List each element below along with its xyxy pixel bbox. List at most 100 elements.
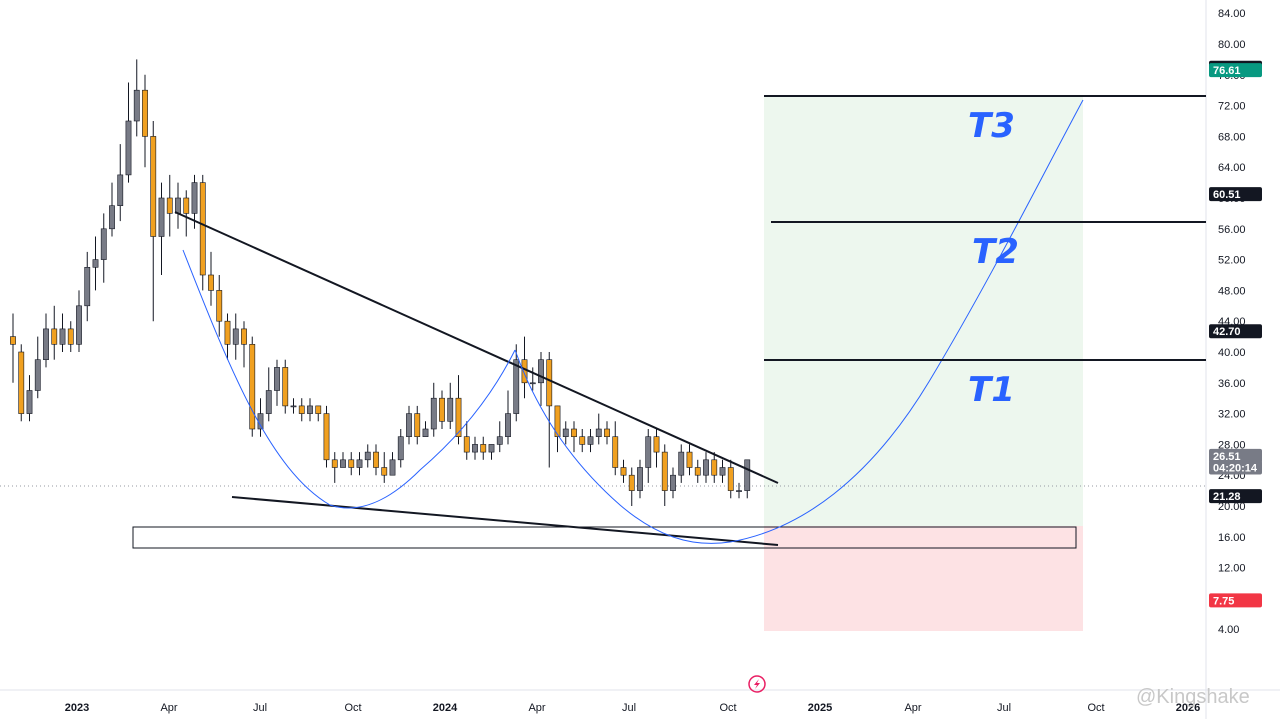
candle: [513, 344, 520, 422]
candle: [216, 275, 223, 337]
candle: [364, 444, 371, 468]
candle-body: [389, 459, 396, 476]
price-axis[interactable]: 88.0084.0080.0076.0072.0068.0064.0060.00…: [1218, 0, 1246, 636]
candle: [117, 144, 124, 222]
candle-body: [364, 451, 371, 461]
candle-body: [546, 359, 553, 407]
candle-body: [661, 451, 668, 491]
candle: [678, 444, 685, 483]
candle-body: [307, 405, 313, 414]
candle: [595, 413, 602, 445]
candle: [571, 421, 577, 453]
candle-body: [26, 390, 33, 414]
candle-body: [513, 359, 520, 414]
candle-body: [505, 413, 511, 438]
time-axis[interactable]: 2023 Apr Jul Oct 2024 Apr Jul Oct 2025 Apr Jul Oct 2…: [65, 702, 1200, 714]
candle: [637, 459, 643, 499]
candle-body: [315, 405, 322, 414]
candle-body: [67, 328, 74, 345]
candle-body: [216, 290, 223, 322]
y-tick-label: 52.00: [1218, 255, 1246, 267]
candle: [315, 405, 322, 422]
candle: [389, 452, 396, 476]
x-tick-label: Apr: [904, 702, 921, 714]
candle: [290, 398, 297, 414]
candle-body: [637, 467, 643, 491]
candle: [422, 421, 429, 437]
candle: [166, 174, 173, 237]
x-tick-label: Oct: [719, 702, 736, 714]
candle-body: [579, 436, 586, 445]
price-tag-bg: [1209, 593, 1262, 608]
candle-body: [628, 474, 635, 491]
candle: [406, 405, 412, 445]
candle: [274, 359, 280, 406]
candle: [670, 467, 676, 499]
candle: [84, 251, 91, 322]
candle: [51, 305, 58, 360]
watermark-text: @Kingshake: [1136, 686, 1250, 708]
candle-body: [298, 405, 305, 414]
x-tick-label: Jul: [997, 702, 1011, 714]
candle: [381, 452, 388, 483]
candle-body: [166, 197, 173, 214]
candle: [100, 213, 107, 283]
y-tick-label: 32.00: [1218, 409, 1246, 421]
candle-body: [711, 459, 718, 476]
x-tick-label: 2026: [1176, 702, 1200, 714]
candle: [348, 452, 355, 476]
flash-icon[interactable]: [748, 675, 766, 693]
candle: [472, 436, 478, 460]
x-tick-label: Oct: [1087, 702, 1104, 714]
candle-body: [18, 351, 25, 414]
candle-body: [175, 197, 181, 214]
candle-body: [744, 459, 751, 491]
candle: [249, 336, 256, 437]
candle-body: [736, 490, 742, 492]
candle: [158, 182, 165, 275]
target-label-t1: T1: [968, 370, 1015, 410]
candle: [323, 405, 330, 468]
candle: [133, 59, 140, 137]
candle: [529, 367, 536, 391]
candle: [59, 313, 66, 352]
candle-body: [538, 359, 544, 384]
y-tick-label: 40.00: [1218, 347, 1246, 359]
candle: [628, 467, 635, 506]
candle: [447, 382, 454, 429]
candle: [653, 429, 660, 468]
price-tag: 7.75: [1209, 593, 1262, 608]
support-box: [132, 526, 1077, 549]
candle: [208, 251, 214, 306]
price-tag: 21.28: [1209, 489, 1262, 504]
candle: [373, 444, 379, 476]
price-tag-label: 76.61: [1213, 65, 1241, 77]
x-tick-label: 2023: [65, 702, 89, 714]
candle-body: [604, 428, 610, 437]
wedge-upper-line: [174, 211, 779, 484]
candle-body: [678, 451, 685, 476]
candle: [430, 382, 437, 437]
candle-body: [496, 436, 503, 445]
candle: [150, 121, 157, 322]
candle-body: [447, 397, 454, 422]
x-tick-label: 2025: [808, 702, 832, 714]
price-tag: 04:20:14: [1209, 460, 1262, 475]
candle-body: [480, 444, 487, 453]
candle: [298, 398, 305, 422]
price-tag-bg: [1209, 187, 1262, 202]
y-tick-label: 36.00: [1218, 378, 1246, 390]
candle-body: [84, 266, 91, 307]
candle: [694, 459, 701, 483]
candle-body: [125, 120, 132, 176]
candle: [26, 375, 33, 422]
candle: [340, 452, 346, 468]
candle: [496, 421, 503, 453]
candle-body: [199, 182, 206, 276]
candle: [562, 421, 569, 445]
candle-body: [158, 197, 165, 237]
candle-body: [249, 343, 256, 430]
candle: [265, 367, 272, 422]
candle-body: [224, 320, 231, 345]
